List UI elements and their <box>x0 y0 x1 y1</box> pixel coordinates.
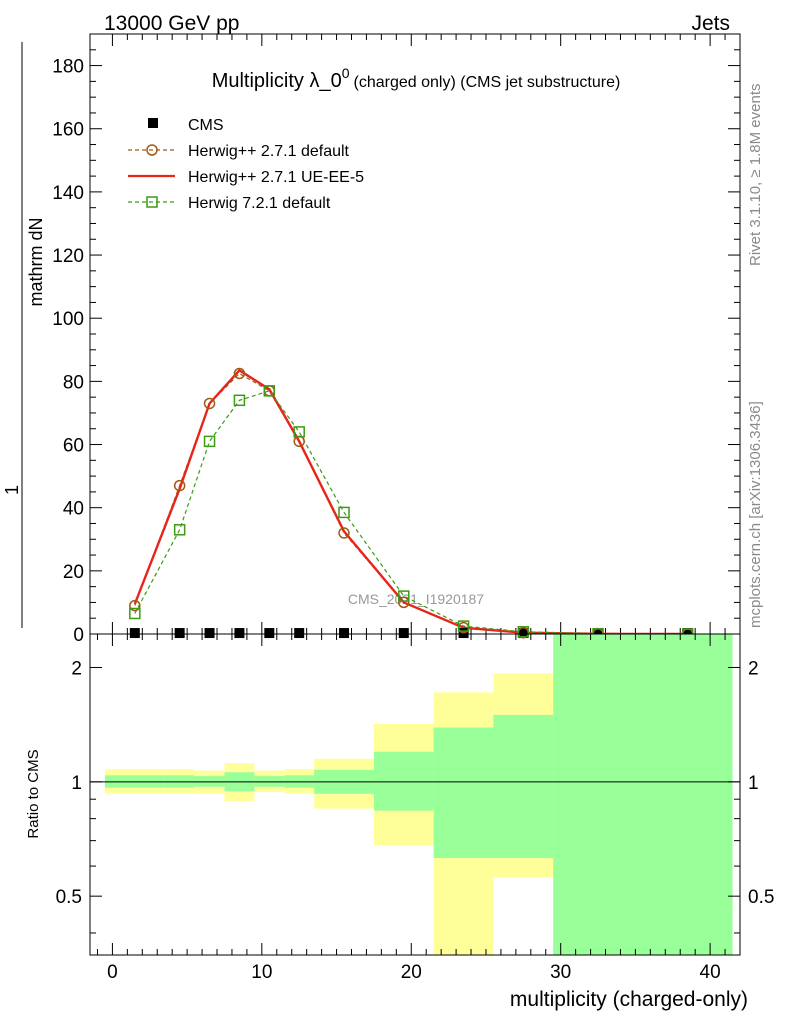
legend-herwigpp-ueee5-label: Herwig++ 2.7.1 UE-EE-5 <box>188 169 364 186</box>
main-ticks: 20 40 60 80 100 120 140 160 180 0 <box>52 33 740 646</box>
cms-point <box>129 628 140 639</box>
series-line-2 <box>133 368 688 636</box>
xtick-label: 20 <box>401 962 422 983</box>
xtick-label: 40 <box>700 962 721 983</box>
ratio-ylabel: Ratio to CMS <box>25 749 42 838</box>
cms-point <box>339 628 350 639</box>
xaxis-label: multiplicity (charged-only) <box>510 988 748 1011</box>
main-ytick-label-zero: 0 <box>73 625 84 646</box>
herwigpp-default-point <box>338 527 350 539</box>
herwigpp-default-point <box>398 596 410 609</box>
ratio-ytick-label: 0.5 <box>56 887 82 908</box>
herwigpp-default-point <box>129 599 141 612</box>
process-label: Jets <box>691 12 730 35</box>
herwigpp-default-point <box>173 479 186 492</box>
main-ytick-label: 140 <box>52 183 84 204</box>
ratio-ytick-label: 2 <box>71 658 82 679</box>
herwig72-point <box>129 607 141 620</box>
legend: CMS Herwig++ 2.7.1 default Herwig++ 2.7.… <box>128 117 364 212</box>
legend-cms-label: CMS <box>188 117 224 134</box>
herwigpp-default-point <box>203 397 216 410</box>
cms-point <box>234 628 245 639</box>
ratio-ticks: 0.5 0.51 12 20 10 20 30 40 <box>56 634 774 983</box>
ratio-band-green <box>373 751 434 811</box>
cms-point <box>294 628 305 639</box>
cms-point <box>204 628 215 639</box>
herwig72-point <box>517 626 530 638</box>
ratio-ytick-label: 1 <box>71 773 82 794</box>
legend-herwig72-label: Herwig 7.2.1 default <box>188 195 331 212</box>
ratio-ytick-label-right: 2 <box>748 658 759 679</box>
cms-point <box>682 628 693 639</box>
ratio-frame <box>89 633 741 956</box>
ratio-bands <box>104 634 733 955</box>
ratio-band-green <box>553 634 733 955</box>
main-panel: 20 40 60 80 100 120 140 160 180 0 CMS_2021_I19201… <box>2 33 741 646</box>
ratio-band-green <box>433 727 494 859</box>
herwig72-point <box>173 524 186 536</box>
analysis-watermark: CMS_2021_I1920187 <box>348 591 484 607</box>
ratio-ytick-label-right: 1 <box>748 773 759 794</box>
xtick-label: 10 <box>251 962 272 983</box>
cms-point <box>593 628 604 639</box>
main-ytick-label: 20 <box>63 562 84 583</box>
herwig72-point <box>263 385 276 397</box>
mcplots-label: mcplots.cern.ch [arXiv:1306.3436] <box>747 401 764 628</box>
herwig72-point <box>293 426 305 438</box>
main-ytick-label: 40 <box>63 499 84 520</box>
rivet-label: Rivet 3.1.10, ≥ 1.8M events <box>747 84 764 267</box>
ratio-band-green <box>493 714 554 859</box>
ratio-ytick-label-right: 0.5 <box>748 887 774 908</box>
cms-point <box>174 628 185 639</box>
main-ytick-label: 160 <box>52 120 84 141</box>
main-ytick-label: 100 <box>52 309 84 330</box>
main-ytick-label: 60 <box>63 436 84 457</box>
legend-herwigpp-default-marker <box>146 144 158 156</box>
herwig72-point <box>203 435 216 448</box>
xtick-label: 0 <box>107 962 118 983</box>
energy-label: 13000 GeV pp <box>104 12 239 35</box>
ratio-panel: 0.5 0.51 12 20 10 20 30 40 Ratio to CMS multipl… <box>25 633 774 1011</box>
ylabel-numerator: mathrm dN <box>26 217 46 306</box>
main-ylabel: mathrm dN 1 <box>2 42 46 628</box>
series-line-3 <box>134 390 688 635</box>
main-ytick-label: 180 <box>52 57 84 78</box>
cms-point <box>398 628 409 639</box>
legend-herwig72-marker <box>146 196 158 208</box>
main-ytick-label: 80 <box>63 372 84 393</box>
herwig72-point <box>233 394 246 407</box>
cms-point <box>518 628 529 639</box>
xtick-label: 30 <box>550 962 571 983</box>
herwig72-point <box>338 506 350 519</box>
legend-herwigpp-default-label: Herwig++ 2.7.1 default <box>188 143 350 160</box>
main-title: Multiplicity λ_00(charged only) (CMS jet… <box>212 65 621 92</box>
ylabel-one: 1 <box>2 485 22 495</box>
herwig72-point <box>457 620 470 632</box>
herwigpp-default-point <box>233 367 246 380</box>
main-series <box>129 367 694 640</box>
cms-point <box>264 628 275 639</box>
main-ytick-label: 120 <box>52 246 84 267</box>
legend-cms-marker <box>148 118 158 128</box>
herwig72-point <box>398 590 410 602</box>
